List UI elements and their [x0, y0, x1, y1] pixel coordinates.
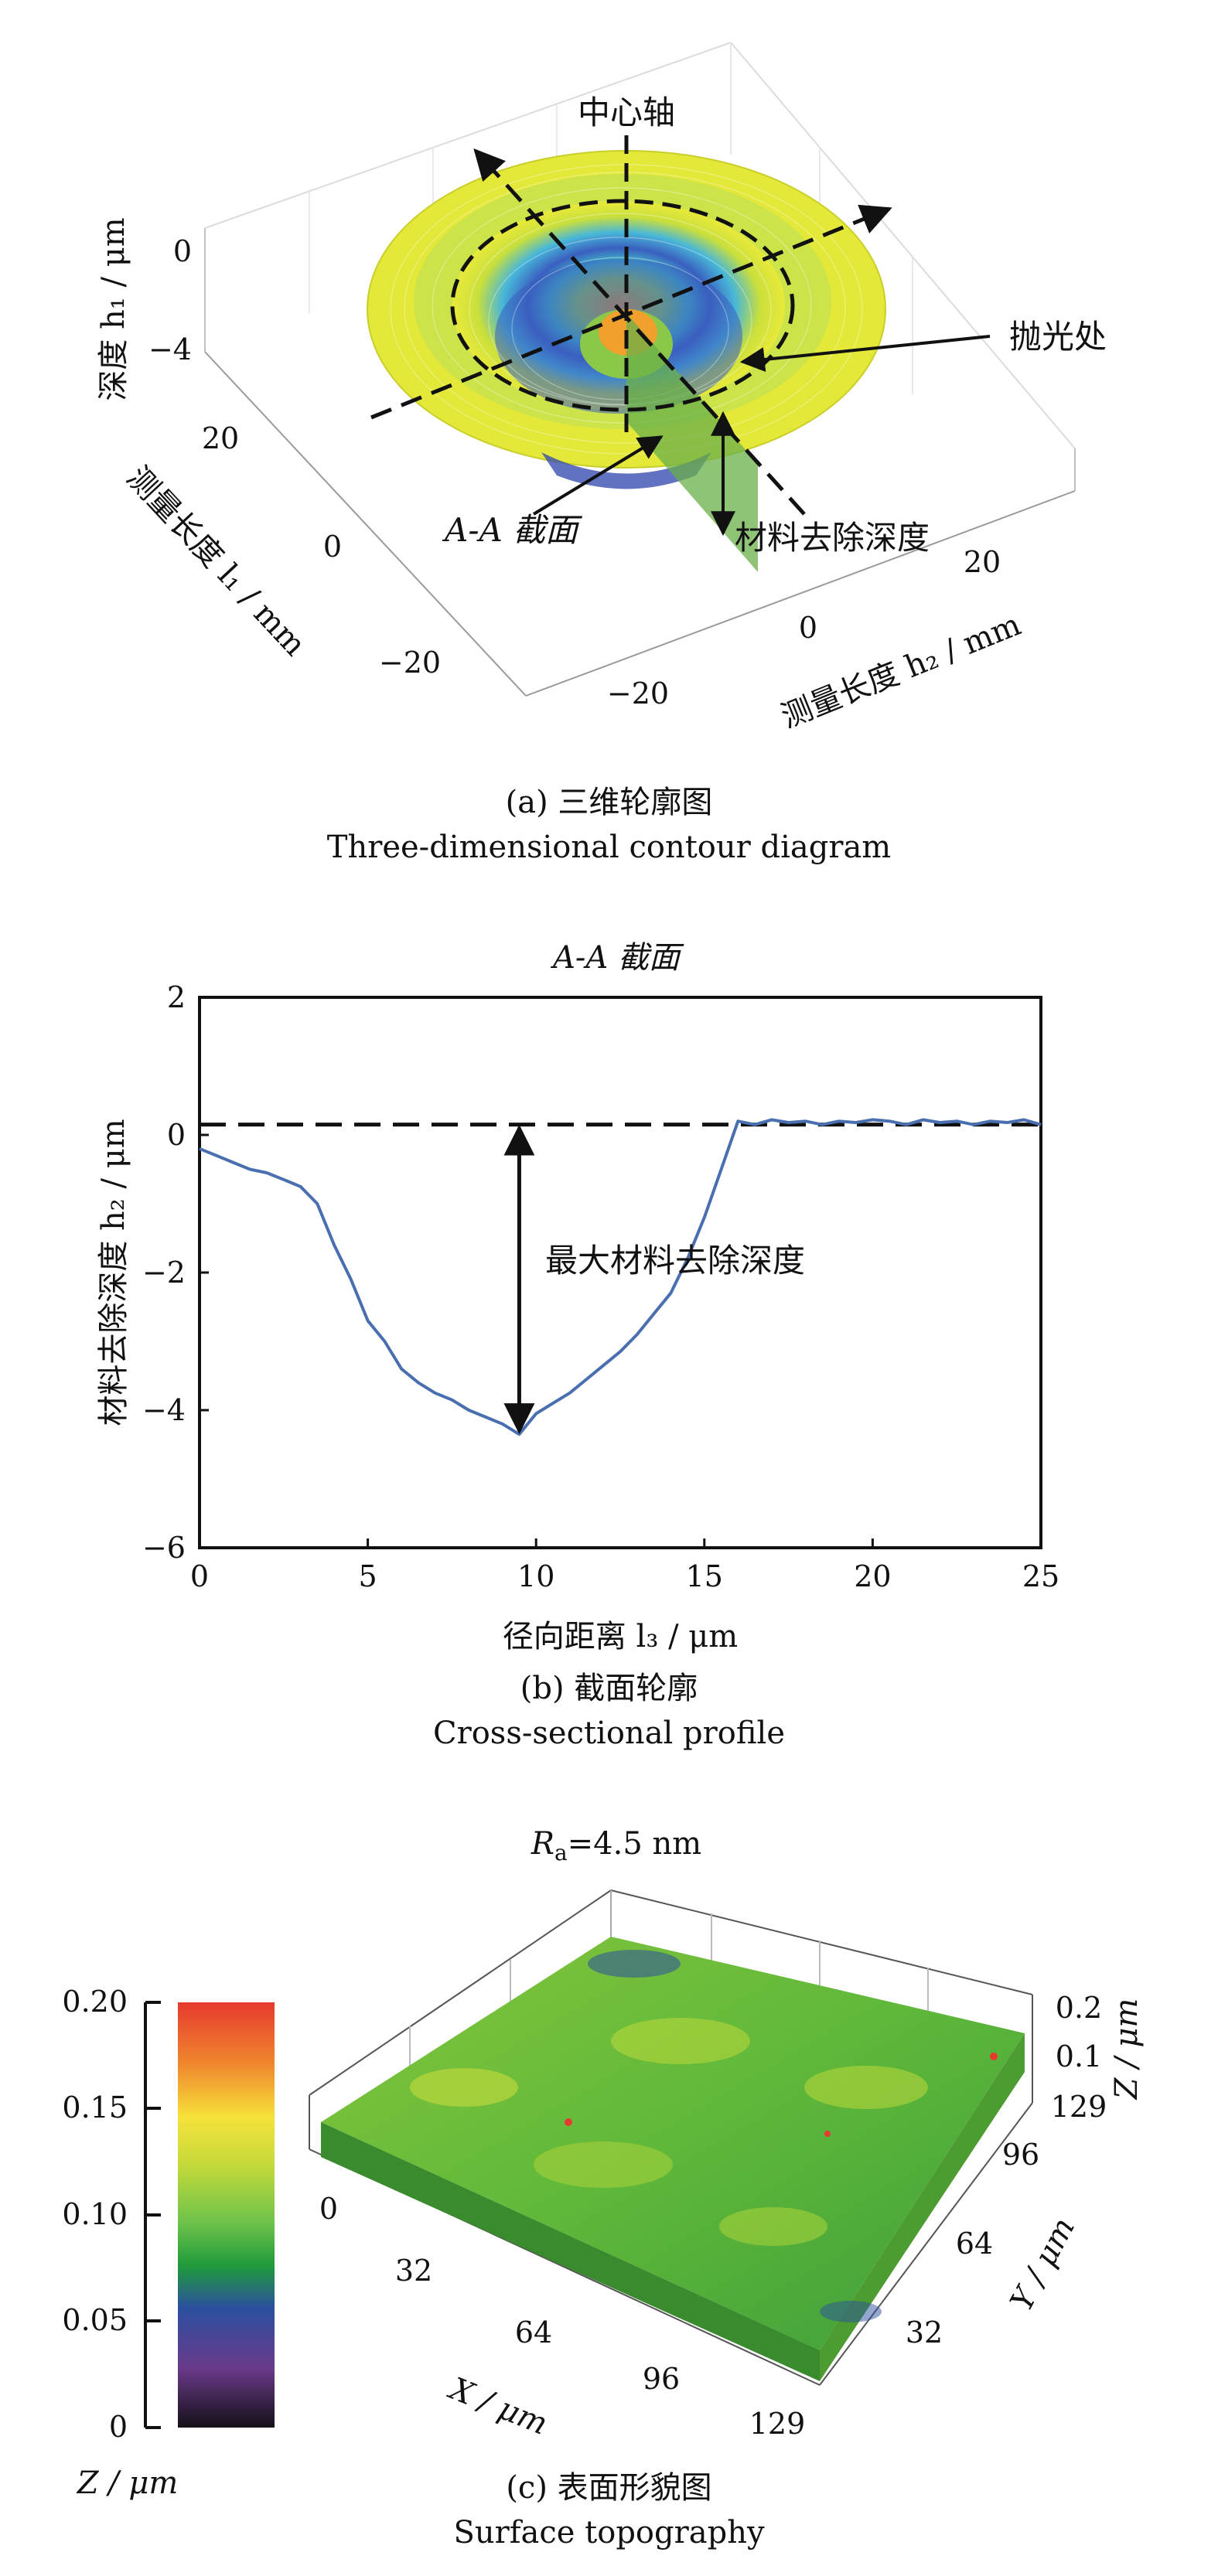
y-axis-label: 材料去除深度 h₂ / μm: [96, 1119, 131, 1426]
caption-c-cn: (c) 表面形貌图: [506, 2470, 712, 2506]
roughness-title-sub: a: [554, 1840, 568, 1866]
x-axis-label-c: X / μm: [443, 2370, 553, 2442]
panel-a-box: [204, 42, 1076, 697]
surface-front-left: [321, 2122, 820, 2381]
y-tick-64: 64: [956, 2227, 993, 2261]
colorbar-tick-0.20: 0.20: [62, 1985, 128, 2019]
colorbar-label: Z / μm: [76, 2465, 179, 2501]
y-tick-label: −6: [142, 1531, 186, 1565]
z-tick-0.2: 0.2: [1056, 1991, 1102, 2025]
y-tick-label: −2: [142, 1256, 186, 1290]
label-section: A-A 截面: [442, 511, 582, 549]
surface-highlights: [410, 1950, 998, 2322]
surface-top: [321, 1937, 1025, 2350]
x-tick-64: 64: [515, 2315, 552, 2349]
l1-tick-20: 20: [202, 421, 239, 455]
panel-c-surface-topography: Ra=4.5 nm 0.20 0.15 0.10 0.05 0 Z / μm: [62, 1826, 1145, 2501]
section-pointer: [532, 435, 664, 516]
x-tick-label: 15: [686, 1559, 723, 1593]
y-tick-label: 2: [167, 980, 186, 1014]
section-dashed-line: [370, 204, 892, 420]
h2-tick-minus20: −20: [607, 676, 669, 710]
z-tick-minus4: −4: [148, 332, 192, 366]
surface-front-right: [820, 2033, 1025, 2381]
label-removal-depth: 材料去除深度: [735, 519, 930, 557]
z-tick-0.1: 0.1: [1056, 2039, 1102, 2073]
colorbar-tick-0.15: 0.15: [62, 2090, 128, 2125]
polish-region-ellipse: [450, 199, 795, 412]
x-axis-label: 径向距离 l₃ / μm: [503, 1619, 738, 1654]
h2-tick-20: 20: [964, 545, 1001, 579]
h2-tick-0: 0: [799, 611, 817, 645]
x-tick-label: 25: [1022, 1559, 1059, 1593]
surface-mesh: [321, 1937, 1025, 2381]
surface-y-axis: 32 64 96 129 Y / μm: [906, 2090, 1107, 2349]
panel-a-3d-contour: 中心轴 抛光处 A-A 截面 材料去除深度 0 −4 深度 h₁ / μm 20…: [96, 42, 1107, 735]
x-tick-label: 0: [190, 1559, 209, 1593]
x-tick-32: 32: [395, 2254, 432, 2288]
label-polish: 抛光处: [1009, 318, 1107, 356]
colorbar-gradient: [178, 2002, 275, 2428]
l1-tick-0: 0: [323, 530, 342, 564]
y-tick-label: −4: [142, 1393, 186, 1427]
caption-c-en: Surface topography: [453, 2515, 765, 2550]
z-axis-label: 深度 h₁ / μm: [96, 217, 131, 400]
roughness-title-rest: =4.5 nm: [568, 1826, 702, 1862]
l1-tick-minus20: −20: [379, 646, 441, 680]
roughness-title: Ra=4.5 nm: [531, 1826, 701, 1866]
x-tick-label: 20: [854, 1559, 891, 1593]
panel-a-z-axis: 0 −4 深度 h₁ / μm: [96, 217, 192, 400]
colorbar-tick-0: 0: [109, 2410, 128, 2444]
x-tick-label: 10: [517, 1559, 554, 1593]
polish-pointer: [739, 335, 991, 372]
y-tick-96: 96: [1002, 2138, 1039, 2172]
surface-z-axis: 0.1 0.2 Z / μm: [1056, 1991, 1145, 2101]
x-tick-label: 5: [359, 1559, 377, 1593]
colorbar-tick-0.05: 0.05: [62, 2303, 128, 2337]
caption-a-cn: (a) 三维轮廓图: [505, 785, 713, 820]
y-axis-label-c: Y / μm: [1004, 2212, 1082, 2317]
z-axis-label-c: Z / μm: [1109, 1998, 1145, 2101]
z-tick-0: 0: [173, 234, 192, 268]
axis-dashed-line: [473, 148, 806, 516]
chart-title: A-A 截面: [550, 940, 684, 976]
l1-axis-label: 测量长度 l₁ / mm: [120, 460, 312, 663]
max-depth-annotation: 最大材料去除深度: [545, 1242, 805, 1279]
x-tick-0: 0: [319, 2192, 338, 2226]
panel-a-h2-axis: −20 0 20 测量长度 h₂ / mm: [607, 545, 1025, 735]
series-line-removal-depth: [199, 1118, 1042, 1436]
tick-layer: 0 5 10 15 20 25 −6 −4 −2 0 2: [142, 980, 1059, 1593]
label-center-axis: 中心轴: [578, 94, 675, 131]
y-tick-label: 0: [167, 1118, 186, 1152]
colorbar: 0.20 0.15 0.10 0.05 0 Z / μm: [62, 1985, 275, 2501]
x-tick-96: 96: [643, 2362, 680, 2396]
x-tick-129: 129: [749, 2407, 806, 2441]
panel-a-l1-axis: 20 0 −20 测量长度 l₁ / mm: [120, 421, 441, 680]
panel-b-line-chart: A-A 截面 0 5 10 15 20 25 −6 −4 −2 0 2 最大材料去除深度 径向距离 …: [96, 940, 1059, 1654]
caption-a-en: Three-dimensional contour diagram: [326, 830, 892, 865]
colorbar-tick-0.10: 0.10: [62, 2197, 128, 2231]
caption-b-cn: (b) 截面轮廓: [520, 1671, 698, 1706]
y-tick-129: 129: [1051, 2090, 1107, 2124]
roughness-title-prefix: R: [531, 1826, 554, 1862]
caption-b-en: Cross-sectional profile: [433, 1716, 785, 1751]
y-tick-32: 32: [906, 2315, 943, 2349]
